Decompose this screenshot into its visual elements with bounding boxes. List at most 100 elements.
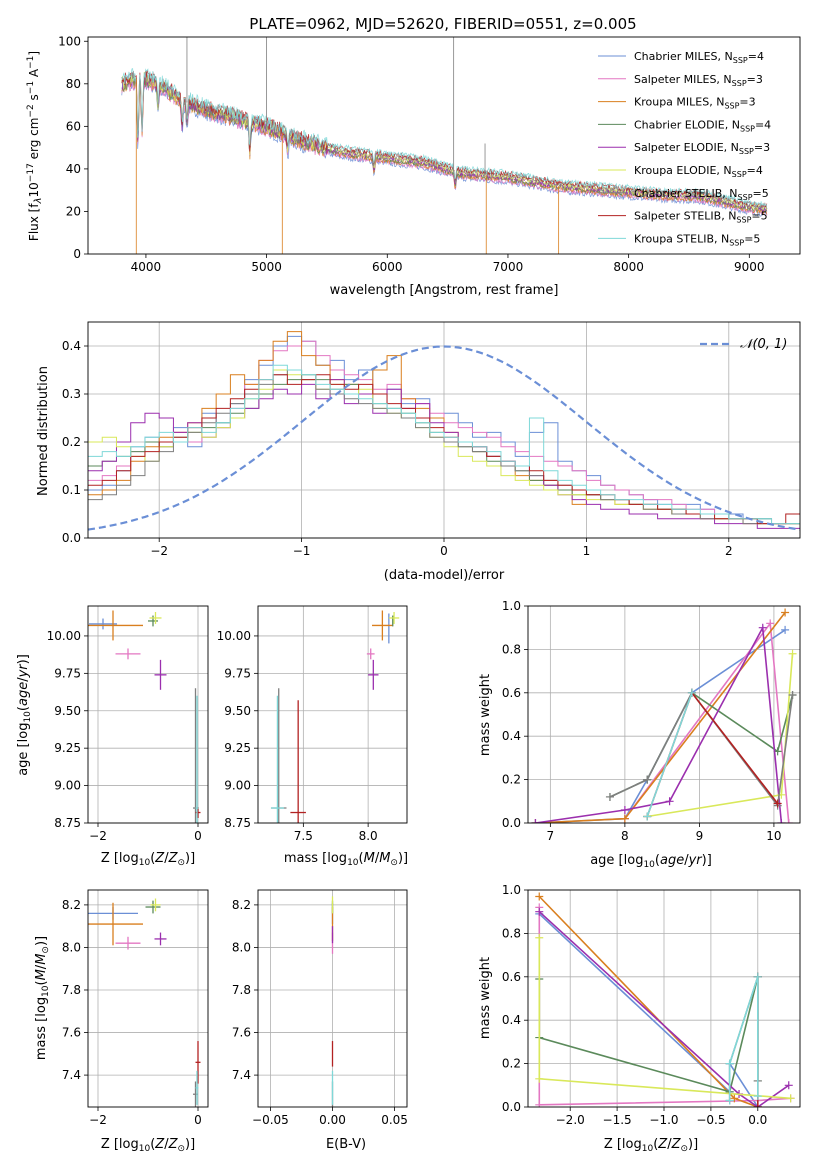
axes-frame bbox=[257, 605, 408, 824]
y-tick-label: 8.2 bbox=[232, 898, 251, 912]
weight-marker bbox=[620, 814, 629, 823]
y-tick-label: 1.0 bbox=[502, 599, 521, 613]
legend-label: Salpeter STELIB, NSSP=5 bbox=[634, 210, 768, 225]
spectrum-line bbox=[121, 71, 768, 211]
weight-line bbox=[647, 653, 794, 818]
weight-vs-age-ylabel: mass weight bbox=[478, 674, 493, 756]
x-tick-label: 7.5 bbox=[294, 829, 313, 843]
mass-vs-Z-ylabel: mass [log10(M/M⊙)] bbox=[34, 936, 51, 1060]
x-tick-label: −2 bbox=[89, 1113, 107, 1127]
y-tick-label: 20 bbox=[66, 204, 81, 218]
weight-marker bbox=[535, 1100, 544, 1107]
spectrum-legend: Chabrier MILES, NSSP=4 Salpeter MILES, NS… bbox=[598, 50, 771, 247]
histogram-ylabel: Normed distribution bbox=[36, 366, 51, 496]
x-tick-label: 0 bbox=[194, 829, 202, 843]
y-tick-label: 0.8 bbox=[502, 926, 521, 940]
weight-marker bbox=[643, 775, 652, 784]
y-tick-label: 8.0 bbox=[62, 940, 81, 954]
y-tick-label: 9.25 bbox=[54, 741, 81, 755]
y-tick-label: 8.0 bbox=[232, 940, 251, 954]
x-tick-label: −2 bbox=[150, 544, 168, 558]
x-tick-label: −1 bbox=[293, 544, 311, 558]
weight-marker bbox=[781, 608, 790, 617]
x-tick-label: 9 bbox=[696, 829, 704, 843]
axes-frame bbox=[87, 36, 801, 255]
mass-vs-Z-panel: −2 0 7.4 7.6 7.8 8.0 8.2 Z [log10(Z/Z⊙)] mass … bbox=[34, 889, 209, 1154]
y-tick-label: 0.2 bbox=[502, 1057, 521, 1071]
y-tick-label: 7.8 bbox=[232, 983, 251, 997]
x-tick-label: 8 bbox=[621, 829, 629, 843]
spectrum-plot-area: 4000 5000 6000 7000 8000 9000 0 20 40 60 80 100 bbox=[58, 34, 801, 274]
data-layer bbox=[531, 608, 797, 823]
legend-label: Chabrier MILES, NSSP=4 bbox=[634, 50, 764, 65]
legend-label: Kroupa ELODIE, NSSP=4 bbox=[634, 164, 763, 179]
age-vs-mass-panel: 7.5 8.0 8.75 9.00 9.25 9.50 9.75 10.00 mass [lo… bbox=[217, 605, 408, 868]
y-tick-label: 0.6 bbox=[502, 686, 521, 700]
weight-line bbox=[538, 937, 791, 1100]
y-tick-label: 7.4 bbox=[62, 1068, 81, 1082]
weight-line bbox=[646, 692, 693, 817]
x-tick-label: −1.0 bbox=[649, 1113, 678, 1127]
weight-marker bbox=[773, 799, 782, 808]
legend-label: Kroupa STELIB, NSSP=5 bbox=[634, 232, 760, 247]
weight-marker bbox=[643, 812, 652, 821]
y-tick-label: 9.00 bbox=[224, 779, 251, 793]
y-tick-label: 7.6 bbox=[62, 1026, 81, 1040]
weight-marker bbox=[781, 625, 790, 634]
age-vs-Z-xlabel: Z [log10(Z/Z⊙)] bbox=[101, 851, 195, 868]
x-tick-label: 0 bbox=[440, 544, 448, 558]
x-tick-label: 9000 bbox=[734, 260, 765, 274]
y-tick-label: 0.2 bbox=[502, 773, 521, 787]
x-tick-label: −0.5 bbox=[696, 1113, 725, 1127]
weight-line bbox=[609, 691, 794, 798]
y-tick-label: 0.3 bbox=[62, 387, 81, 401]
y-tick-label: 0.8 bbox=[502, 642, 521, 656]
y-tick-label: 9.50 bbox=[54, 704, 81, 718]
weight-vs-age-panel: 7 8 9 10 0.0 0.2 0.4 0.6 0.8 1.0 age [log10(age/y… bbox=[478, 599, 801, 870]
legend-label: Chabrier STELIB, NSSP=5 bbox=[634, 187, 769, 202]
mass-vs-EBV-xlabel: E(B-V) bbox=[326, 1137, 366, 1152]
y-tick-label: 9.75 bbox=[224, 666, 251, 680]
weight-marker bbox=[725, 1096, 734, 1105]
weight-marker bbox=[758, 623, 767, 632]
legend-label: 𝒩(0, 1) bbox=[740, 337, 787, 352]
figure-title: PLATE=0962, MJD=52620, FIBERID=0551, z=0… bbox=[249, 15, 636, 33]
mass-vs-EBV-plot-area: −0.05 0.00 0.05 7.4 7.6 7.8 8.0 8.2 bbox=[232, 889, 408, 1127]
spectrum-xlabel: wavelength [Angstrom, rest frame] bbox=[330, 283, 559, 298]
x-tick-label: 0.05 bbox=[381, 1113, 408, 1127]
y-tick-label: 8.75 bbox=[224, 816, 251, 830]
y-tick-label: 0.0 bbox=[62, 531, 81, 545]
y-tick-label: 0.2 bbox=[62, 435, 81, 449]
weight-vs-Z-panel: −2.0 −1.5 −1.0 −0.5 0.0 0.0 0.2 0.4 0.6 0.8 1.0 Z … bbox=[478, 883, 801, 1154]
histogram-plot-area: −2 −1 0 1 2 0.0 0.1 0.2 0.3 0.4 𝒩(0, 1) bbox=[62, 321, 801, 558]
x-tick-label: 2 bbox=[725, 544, 733, 558]
x-tick-label: 4000 bbox=[131, 260, 162, 274]
y-tick-label: 0.4 bbox=[502, 729, 521, 743]
x-tick-label: 0.00 bbox=[319, 1113, 346, 1127]
histogram-xlabel: (data-model)/error bbox=[384, 568, 505, 583]
legend-label: Chabrier ELODIE, NSSP=4 bbox=[634, 118, 771, 133]
axes-frame bbox=[257, 889, 408, 1108]
y-tick-label: 10.00 bbox=[217, 629, 251, 643]
weight-marker bbox=[788, 690, 797, 699]
weight-marker bbox=[788, 649, 797, 658]
weight-marker bbox=[753, 1103, 762, 1107]
weight-marker bbox=[535, 907, 544, 916]
mass-vs-EBV-panel: −0.05 0.00 0.05 7.4 7.6 7.8 8.0 8.2 E(B-V) bbox=[232, 889, 408, 1152]
weight-vs-age-plot-area: 7 8 9 10 0.0 0.2 0.4 0.6 0.8 1.0 bbox=[502, 599, 801, 843]
y-tick-label: 9.50 bbox=[224, 704, 251, 718]
spectrum-panel: 4000 5000 6000 7000 8000 9000 0 20 40 60 80 100 wav… bbox=[26, 34, 801, 298]
y-tick-label: 7.4 bbox=[232, 1068, 251, 1082]
data-layer bbox=[121, 37, 768, 254]
weight-marker bbox=[605, 792, 614, 801]
weight-marker bbox=[725, 1059, 734, 1068]
x-tick-label: 6000 bbox=[372, 260, 403, 274]
mass-vs-Z-xlabel: Z [log10(Z/Z⊙)] bbox=[101, 1137, 195, 1154]
age-vs-Z-plot-area: −2 0 8.75 9.00 9.25 9.50 9.75 10.00 bbox=[47, 605, 209, 843]
weight-line bbox=[538, 911, 790, 1107]
age-vs-Z-ylabel: age [log10(age/yr)] bbox=[16, 654, 33, 776]
weight-marker bbox=[766, 619, 775, 628]
x-tick-label: −0.05 bbox=[252, 1113, 289, 1127]
x-tick-label: −2 bbox=[89, 829, 107, 843]
x-tick-label: 7 bbox=[547, 829, 555, 843]
